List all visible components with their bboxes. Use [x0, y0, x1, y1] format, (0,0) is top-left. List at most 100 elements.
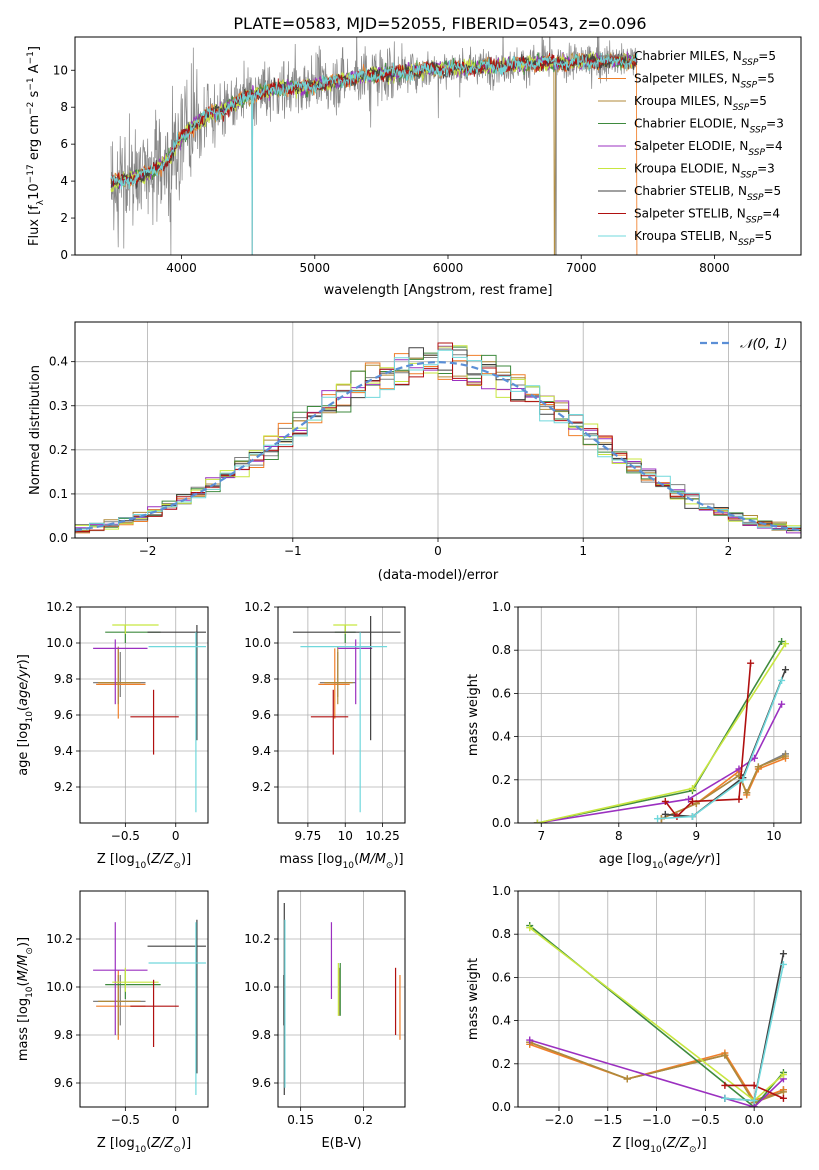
y-tick-label: 10.2	[244, 600, 271, 614]
x-tick-label: 8000	[699, 261, 730, 275]
axes-frame	[79, 606, 209, 824]
plot-area	[75, 322, 801, 538]
x-tick-label: 6000	[433, 261, 464, 275]
weight-vs-metallicity-panel: −2.0 −1.5 −1.0 −0.5 0.0 0.0 0.2 0.4 0.6 0.8 1.0 Z […	[466, 884, 802, 1155]
x-tick-label: 4000	[166, 261, 197, 275]
weight-marker	[781, 640, 789, 648]
y-tick-label: 0.0	[49, 531, 68, 545]
legend-label: 𝒩(0, 1)	[740, 337, 787, 352]
normal-curve	[75, 360, 801, 532]
weight-marker	[739, 776, 747, 784]
y-tick-label: 9.8	[54, 1028, 73, 1042]
weight-line	[661, 755, 786, 820]
weight-marker	[778, 676, 786, 684]
legend-label: Chabrier ELODIE, NSSP=3	[634, 117, 784, 136]
y-axis-label: age [log10(age/yr)]	[16, 654, 35, 776]
y-tick-label: 10	[53, 63, 68, 77]
plot-area	[80, 891, 208, 1107]
weight-marker	[781, 666, 789, 674]
y-tick-label: 0.0	[492, 816, 511, 830]
weight-marker	[750, 1081, 758, 1089]
mass-vs-ebv-panel: 0.15 0.2 9.6 9.8 10.0 10.2 E(B-V)	[244, 890, 406, 1151]
weight-marker	[747, 659, 755, 667]
y-tick-label: 9.6	[252, 708, 271, 722]
weight-line	[657, 680, 783, 820]
x-tick-label: 5000	[300, 261, 331, 275]
weight-line	[537, 643, 787, 823]
x-tick-label: 0	[434, 544, 442, 558]
residuals-panel: −2 −1 0 1 2 0.0 0.1 0.2 0.3 0.4 𝒩(0, 1) (data-model…	[28, 321, 802, 583]
weight-line	[665, 669, 787, 818]
y-tick-label: 9.8	[252, 1028, 271, 1042]
age-vs-mass-panel: 9.75 10 10.25 9.2 9.4 9.6 9.8 10.0 10.2 mass [log…	[244, 600, 406, 871]
weight-marker	[654, 815, 662, 823]
weight-marker	[779, 1071, 787, 1079]
weight-marker	[623, 1075, 631, 1083]
x-axis-label: mass [log10(M/M⊙)]	[279, 852, 403, 871]
y-tick-label: 9.6	[54, 708, 73, 722]
y-tick-label: 10.0	[244, 980, 271, 994]
x-tick-label: 0	[172, 1113, 180, 1127]
x-axis-label: Z [log10(Z/Z⊙)]	[612, 1136, 706, 1155]
weight-marker	[750, 754, 758, 762]
x-tick-label: −0.5	[111, 1113, 140, 1127]
y-axis-label: mass weight	[466, 958, 481, 1040]
axes-frame	[277, 606, 406, 824]
y-tick-label: 9.4	[252, 744, 271, 758]
x-tick-label: 7000	[566, 261, 597, 275]
legend-label: Salpeter ELODIE, NSSP=4	[634, 139, 783, 158]
weight-marker	[661, 797, 669, 805]
weight-marker	[779, 1088, 787, 1096]
x-tick-label: −1	[284, 544, 302, 558]
y-tick-label: 9.2	[54, 780, 73, 794]
plot-area	[110, 37, 638, 255]
y-tick-label: 0.2	[49, 443, 68, 457]
x-tick-label: −2	[139, 544, 157, 558]
plot-area	[80, 607, 208, 823]
histogram-step	[75, 342, 801, 538]
y-tick-label: 0.4	[49, 355, 68, 369]
x-axis-label: age [log10(age/yr)]	[599, 852, 721, 871]
legend-label: Chabrier STELIB, NSSP=5	[634, 184, 781, 203]
weight-marker	[661, 810, 669, 818]
y-tick-label: 10.2	[46, 600, 73, 614]
legend-label: Salpeter MILES, NSSP=5	[634, 72, 775, 91]
y-tick-label: 0.3	[49, 399, 68, 413]
x-tick-label: 0.2	[354, 1113, 373, 1127]
y-tick-label: 0.0	[492, 1100, 511, 1114]
plot-area	[278, 891, 405, 1107]
spectrum-line	[110, 53, 638, 255]
legend: Chabrier MILES, NSSP=5 Salpeter MILES, NS…	[598, 49, 784, 248]
x-tick-label: −2.0	[544, 1113, 573, 1127]
weight-marker	[743, 789, 751, 797]
weight-marker	[735, 795, 743, 803]
weight-marker	[673, 813, 681, 821]
weight-marker	[754, 763, 762, 771]
x-tick-label: 1	[579, 544, 587, 558]
x-tick-label: 7	[537, 829, 545, 843]
x-axis-label: E(B-V)	[321, 1136, 361, 1151]
y-tick-label: 9.2	[252, 780, 271, 794]
y-tick-label: 0.2	[492, 1057, 511, 1071]
y-tick-label: 2	[60, 211, 68, 225]
y-tick-label: 0.4	[492, 1014, 511, 1028]
y-tick-label: 10.0	[244, 636, 271, 650]
x-tick-label: 8	[615, 829, 623, 843]
weight-line	[529, 1039, 784, 1107]
x-axis-label: Z [log10(Z/Z⊙)]	[97, 852, 191, 871]
axes-frame	[277, 890, 406, 1108]
legend-label: Kroupa STELIB, NSSP=5	[634, 229, 772, 248]
x-tick-label: 10.25	[365, 829, 399, 843]
axes-frame	[74, 36, 802, 256]
y-tick-label: 0.6	[492, 970, 511, 984]
y-tick-label: 10.0	[46, 636, 73, 650]
weight-marker	[778, 638, 786, 646]
x-tick-label: −1.5	[593, 1113, 622, 1127]
x-tick-label: 0.0	[745, 1113, 764, 1127]
y-tick-label: 8	[60, 100, 68, 114]
y-tick-label: 0.1	[49, 487, 68, 501]
y-tick-label: 0.8	[492, 927, 511, 941]
y-tick-label: 0.4	[492, 730, 511, 744]
y-tick-label: 0.8	[492, 643, 511, 657]
